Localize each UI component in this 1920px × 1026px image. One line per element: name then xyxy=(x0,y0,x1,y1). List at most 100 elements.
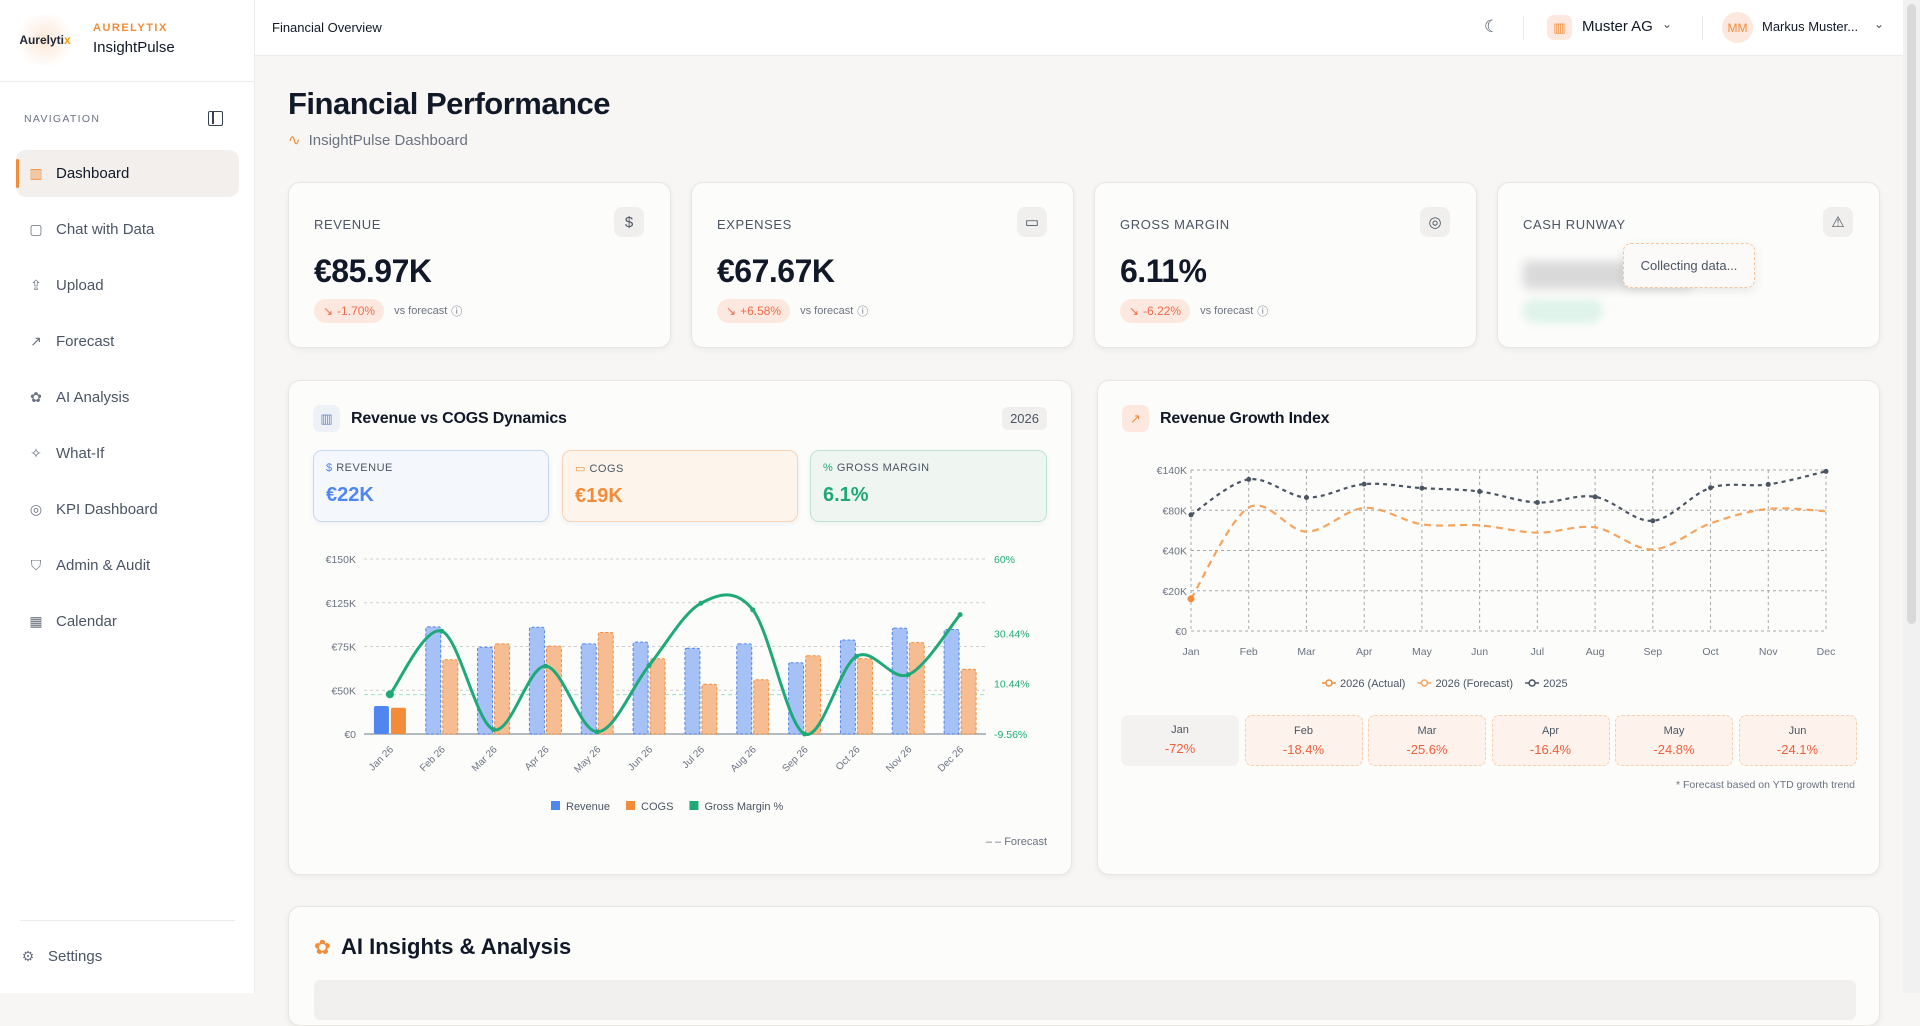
kpi-card-expenses: EXPENSES ▭ €67.67K ↘ +6.58% vs forecast ⓘ xyxy=(691,182,1074,348)
dollar-icon: $ xyxy=(326,462,333,474)
cogs-bar xyxy=(597,632,614,735)
x-tick-label: Feb 26 xyxy=(418,744,448,774)
x-tick-label: Mar 26 xyxy=(470,744,500,774)
trending-down-icon: ↘ xyxy=(323,304,334,318)
mini-label: COGS xyxy=(589,463,624,475)
sidebar-item-label: KPI Dashboard xyxy=(56,501,158,518)
growth-month-box: May -24.8% xyxy=(1615,715,1733,766)
x-tick-label: Sep xyxy=(1643,646,1662,658)
growth-percent: -24.1% xyxy=(1776,742,1819,757)
growth-percent: -16.4% xyxy=(1529,742,1572,757)
x-tick-label: Mar xyxy=(1297,646,1316,658)
sidebar-item-settings[interactable]: ⚙ Settings xyxy=(8,933,231,980)
delta-badge-loading xyxy=(1523,299,1603,323)
y2-tick-label: -9.56% xyxy=(994,729,1027,741)
month-label: May xyxy=(1663,725,1685,737)
gear-icon: ⚙ xyxy=(21,948,35,964)
delta-value: -6.22% xyxy=(1143,304,1182,318)
org-selector[interactable]: Muster AG xyxy=(1582,18,1653,35)
sidebar-item-forecast[interactable]: ↗ Forecast xyxy=(16,318,239,365)
cogs-bar xyxy=(701,683,718,735)
gross-margin-point xyxy=(802,731,808,737)
help-icon[interactable]: ⓘ xyxy=(1257,306,1269,318)
sidebar-item-upload[interactable]: ⇪ Upload xyxy=(16,262,239,309)
sidebar-item-ai-analysis[interactable]: ✿ AI Analysis xyxy=(16,374,239,421)
mini-value: 6.1% xyxy=(823,484,869,506)
year-badge[interactable]: 2026 xyxy=(1002,407,1047,430)
x-tick-label: Aug 26 xyxy=(729,744,759,774)
cogs-bar xyxy=(545,645,562,735)
delta-row: ↘ +6.58% vs forecast ⓘ xyxy=(717,299,868,323)
wand-icon: ✧ xyxy=(30,445,42,461)
user-name[interactable]: Markus Muster... xyxy=(1762,19,1859,34)
sidebar-item-what-if[interactable]: ✧ What-If xyxy=(16,430,239,477)
card-title: AI Insights & Analysis xyxy=(341,934,572,959)
page-subtitle: ∿ InsightPulse Dashboard xyxy=(288,131,468,150)
sidebar-item-label: Forecast xyxy=(56,333,115,350)
vs-forecast: vs forecast ⓘ xyxy=(800,303,868,319)
x-tick-label: Jun xyxy=(1471,646,1488,658)
series-2025-point xyxy=(1592,494,1598,500)
month-label: Feb xyxy=(1294,725,1313,737)
x-tick-label: May xyxy=(1412,646,1433,658)
series-2025-point xyxy=(1477,488,1483,494)
growth-footnote: * Forecast based on YTD growth trend xyxy=(1676,779,1855,791)
mini-kpi-revenue: $ REVENUE €22K xyxy=(313,450,549,522)
cogs-bar xyxy=(649,658,666,735)
avatar[interactable]: MM xyxy=(1722,12,1753,43)
upload-icon: ⇪ xyxy=(30,277,42,293)
brand-company: AURELYTIX xyxy=(93,22,168,34)
x-tick-label: May 26 xyxy=(572,744,603,775)
vs-label: vs forecast xyxy=(1200,305,1254,317)
divider xyxy=(0,81,255,82)
mini-kpi-margin: % GROSS MARGIN 6.1% xyxy=(810,450,1047,522)
brand-product: InsightPulse xyxy=(93,39,175,56)
x-tick-label: Dec xyxy=(1817,646,1836,658)
sidebar-item-kpi-dashboard[interactable]: ◎ KPI Dashboard xyxy=(16,486,239,533)
legend-marker xyxy=(1420,679,1429,687)
sidebar-item-chat-with-data[interactable]: ▢ Chat with Data xyxy=(16,206,239,253)
sidebar-item-admin-audit[interactable]: ⛉ Admin & Audit xyxy=(16,542,239,589)
chevron-down-icon[interactable]: ⌄ xyxy=(1662,17,1673,31)
delta-badge: ↘ -1.70% xyxy=(314,299,385,323)
kpi-value: €67.67K xyxy=(717,253,835,289)
series-2025-point xyxy=(1765,481,1771,487)
chevron-down-icon[interactable]: ⌄ xyxy=(1874,17,1885,31)
x-tick-label: Jan 26 xyxy=(367,744,396,773)
gross-margin-point xyxy=(957,612,963,618)
series-2025-point xyxy=(1361,481,1367,487)
revenue-bar xyxy=(736,643,753,735)
y-tick-label: €20K xyxy=(1162,586,1187,598)
mini-value: €19K xyxy=(575,485,623,507)
divider xyxy=(1523,16,1524,40)
card-title: Revenue vs COGS Dynamics xyxy=(351,410,567,427)
scrollbar[interactable] xyxy=(1903,0,1920,993)
help-icon[interactable]: ⓘ xyxy=(451,306,463,318)
moon-icon[interactable]: ☾ xyxy=(1484,17,1500,36)
y-tick-label: €140K xyxy=(1157,465,1187,477)
legend-marker xyxy=(1528,679,1536,687)
sidebar-item-calendar[interactable]: ▦ Calendar xyxy=(16,598,239,645)
series-2026-forecast-line xyxy=(1190,504,1827,600)
help-icon[interactable]: ⓘ xyxy=(857,306,869,318)
sidebar-item-dashboard[interactable]: ▥ Dashboard xyxy=(16,150,239,197)
sidebar: Aurelyti x AURELYTIX InsightPulse NAVIGAT… xyxy=(0,0,255,993)
delta-row: ↘ -6.22% vs forecast ⓘ xyxy=(1120,299,1268,323)
credit-card-icon: ▭ xyxy=(575,463,586,475)
y2-tick-label: 60% xyxy=(994,554,1015,566)
cogs-bar xyxy=(805,655,822,735)
cogs-bar xyxy=(856,658,873,735)
revenue-bar xyxy=(839,639,856,735)
revenue-bar xyxy=(943,628,960,735)
trending-up-icon: ↗ xyxy=(1122,405,1149,432)
y-tick-label: €40K xyxy=(1162,546,1187,558)
vs-forecast: vs forecast ⓘ xyxy=(1200,303,1268,319)
cogs-bar xyxy=(753,679,770,735)
delta-value: +6.58% xyxy=(740,304,782,318)
series-2025-point xyxy=(1823,468,1829,474)
gross-margin-line xyxy=(388,593,962,736)
revenue-growth-card: ↗ Revenue Growth Index €0 €20K €40K €80K €14… xyxy=(1097,380,1880,875)
month-label: Jun xyxy=(1788,725,1807,737)
legend-swatch xyxy=(626,801,636,810)
sidebar-toggle-icon[interactable] xyxy=(208,111,223,126)
